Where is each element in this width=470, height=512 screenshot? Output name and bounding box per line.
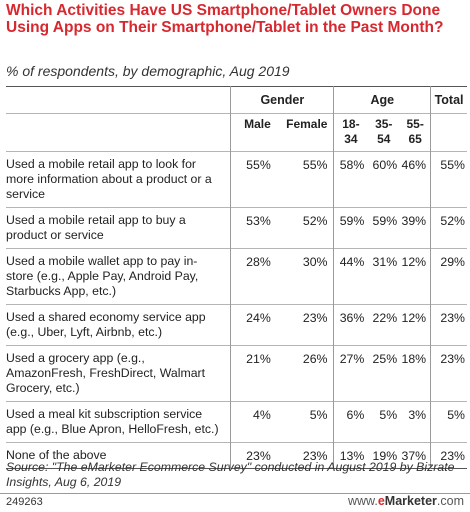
cell-value: 31% <box>372 255 398 269</box>
cell-value: 55% <box>302 158 328 172</box>
row-label: Used a shared economy service app (e.g.,… <box>6 310 206 339</box>
table-row: Used a mobile wallet app to pay in-store… <box>6 248 467 305</box>
subheader-male: Male <box>230 113 276 152</box>
cell-value: 24% <box>230 304 276 346</box>
source-note: Source: "The eMarketer Ecommerce Survey"… <box>6 460 455 489</box>
subheader-age-18-34: 18-34 <box>333 113 368 152</box>
chart-title: Which Activities Have US Smartphone/Tabl… <box>6 2 444 36</box>
subheader-age-55-65: 55-65 <box>400 114 430 152</box>
cell-value: 5% <box>430 401 467 443</box>
cell-value: 60% <box>372 158 398 172</box>
cell-value: 29% <box>430 248 467 305</box>
cell-value: 36% <box>333 304 368 346</box>
chart-subtitle: % of respondents, by demographic, Aug 20… <box>6 63 290 79</box>
cell-value: 22% <box>372 311 398 325</box>
table-row: Used a meal kit subscription service app… <box>6 401 467 443</box>
cell-value: 23% <box>230 442 276 469</box>
cell-value: 12% <box>401 255 427 269</box>
cell-value: 26% <box>302 352 328 366</box>
brand-suffix: .com <box>436 494 464 508</box>
cell-value: 59% <box>372 214 398 228</box>
cell-value: 19% <box>372 449 398 463</box>
table-row: Used a mobile retail app to buy a produc… <box>6 207 467 249</box>
row-label: Used a mobile wallet app to pay in-store… <box>6 254 199 298</box>
subheader-age-35-54-label: 35-54 <box>375 117 393 146</box>
cell-value: 39% <box>401 214 427 228</box>
row-label: None of the above <box>6 448 107 462</box>
cell-value: 13% <box>333 442 368 469</box>
cell-value: 6% <box>333 401 368 443</box>
subheader-total-blank <box>430 113 467 152</box>
header-blank <box>6 87 231 114</box>
data-table: Gender Age Total Male Female 18-34 35-54… <box>6 86 467 469</box>
header-total: Total <box>430 86 467 114</box>
cell-value: 25% <box>372 352 398 366</box>
subheader-blank <box>6 114 231 152</box>
header-age: Age <box>333 86 431 114</box>
brand-name: Marketer <box>384 494 437 508</box>
cell-value: 53% <box>230 207 276 249</box>
cell-value: 55% <box>230 151 276 208</box>
cell-value: 27% <box>333 345 368 402</box>
brand-prefix: www. <box>347 494 378 508</box>
cell-value: 52% <box>430 207 467 249</box>
cell-value: 21% <box>230 345 276 402</box>
cell-value: 5% <box>309 408 328 422</box>
brand-link[interactable]: www.eMarketer.com <box>348 494 464 508</box>
cell-value: 44% <box>333 248 368 305</box>
table-row: Used a grocery app (e.g., AmazonFresh, F… <box>6 345 467 402</box>
cell-value: 30% <box>302 255 328 269</box>
row-label: Used a mobile retail app to buy a produc… <box>6 213 186 242</box>
table-body: Used a mobile retail app to look for mor… <box>6 151 467 469</box>
table-row: Used a mobile retail app to look for mor… <box>6 151 467 208</box>
cell-value: 12% <box>401 311 427 325</box>
cell-value: 23% <box>430 345 467 402</box>
cell-value: 28% <box>230 248 276 305</box>
cell-value: 4% <box>230 401 276 443</box>
table-row: None of the above 23% 23% 13% 19% 37% 23% <box>6 442 467 469</box>
cell-value: 37% <box>401 449 427 463</box>
header-gender: Gender <box>230 86 334 114</box>
cell-value: 3% <box>408 408 427 422</box>
subheader-age-35-54: 35-54 <box>367 114 400 152</box>
cell-value: 23% <box>302 311 328 325</box>
footer-divider <box>0 493 470 494</box>
cell-value: 18% <box>401 352 427 366</box>
row-label: Used a meal kit subscription service app… <box>6 407 219 436</box>
subheader-female: Female <box>286 117 328 131</box>
cell-value: 23% <box>430 442 467 469</box>
cell-value: 46% <box>401 158 427 172</box>
chart-id: 249263 <box>6 496 43 508</box>
brand-e: e <box>377 494 385 508</box>
cell-value: 55% <box>430 151 467 208</box>
row-label: Used a grocery app (e.g., AmazonFresh, F… <box>6 351 206 395</box>
table-row: Used a shared economy service app (e.g.,… <box>6 304 467 346</box>
subheader-age-55-65-label: 55-65 <box>406 117 424 146</box>
cell-value: 52% <box>302 214 328 228</box>
cell-value: 23% <box>430 304 467 346</box>
cell-value: 23% <box>302 449 328 463</box>
cell-value: 5% <box>379 408 398 422</box>
subheader-age-18-34-label: 18-34 <box>342 117 360 146</box>
cell-value: 59% <box>333 207 368 249</box>
cell-value: 58% <box>333 151 368 208</box>
row-label: Used a mobile retail app to look for mor… <box>6 157 212 201</box>
